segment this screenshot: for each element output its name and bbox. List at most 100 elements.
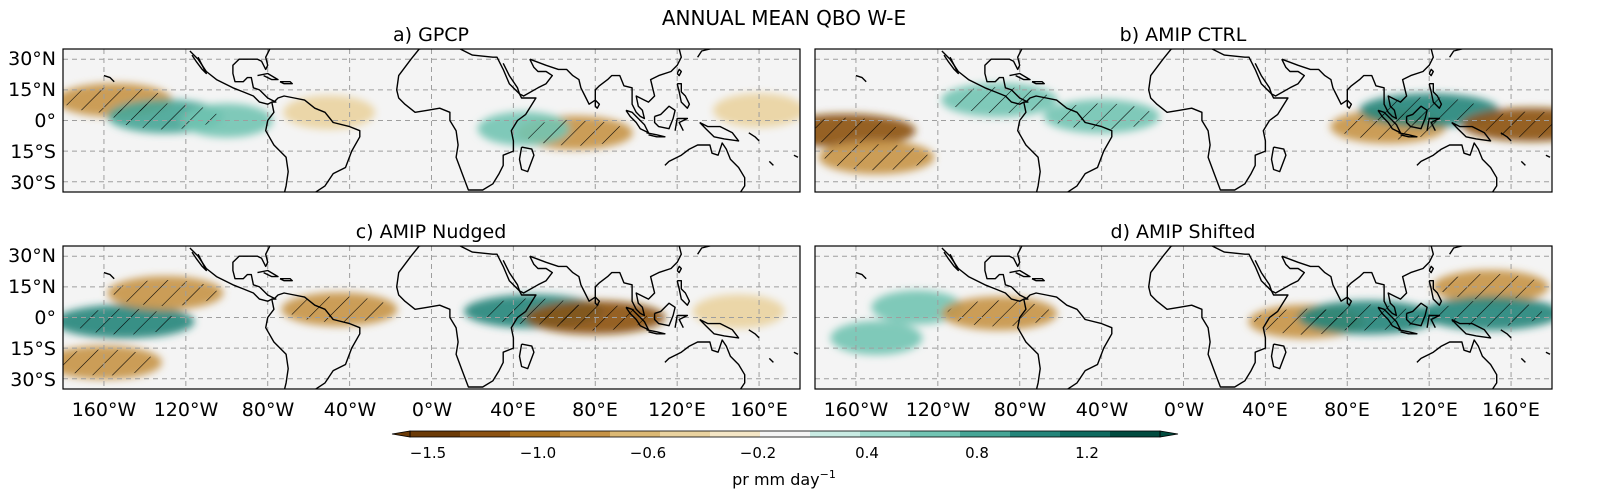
map-panel-c (62, 245, 801, 390)
map-panel-d (814, 245, 1553, 390)
coastline (518, 343, 535, 370)
coastline (1500, 329, 1512, 339)
colorbar-tick-label: 0.8 (965, 444, 989, 462)
lon-tick-label: 40°E (1242, 399, 1288, 421)
coastline (396, 246, 537, 388)
lat-axis-top: 30°N 15°N 0° 15°S 30°S (8, 48, 56, 194)
colorbar-label: pr mm day−1 (732, 468, 836, 489)
significance-hatching (1438, 300, 1543, 327)
coastline (1500, 132, 1512, 142)
lon-tick-label: 80°W (994, 399, 1047, 421)
coastline (1346, 296, 1353, 306)
coastline (943, 54, 959, 75)
lon-tick-label: 120°W (154, 399, 219, 421)
coastline (1031, 278, 1045, 282)
coastline (1031, 81, 1045, 85)
lat-tick-label: 30°N (8, 48, 56, 70)
anomaly-patch (830, 320, 923, 355)
colorbar-extend-left (391, 430, 411, 438)
lon-tick-label: 0°W (1164, 399, 1205, 421)
significance-hatching (1377, 97, 1482, 124)
colorbar-segment (560, 431, 611, 437)
coastline (1545, 351, 1551, 355)
colorbar-label-exponent: −1 (820, 468, 836, 481)
coastline (1428, 83, 1443, 109)
colorbar-tick-label: −0.2 (740, 444, 776, 462)
coastline (855, 271, 867, 280)
lat-tick-label: 15°N (8, 79, 56, 101)
coastline (189, 246, 277, 302)
coastline (1346, 99, 1353, 109)
lat-tick-label: 15°S (10, 338, 56, 360)
coastline (1416, 142, 1498, 192)
lat-tick-label: 0° (34, 110, 56, 132)
coastlines (103, 49, 799, 192)
coastline (1520, 160, 1526, 166)
significance-hatching (287, 296, 392, 323)
coastline (676, 265, 682, 274)
map-frame (62, 48, 801, 193)
lat-tick-label: 15°N (8, 276, 56, 298)
coastline (676, 83, 691, 109)
coastline (1398, 329, 1418, 335)
lon-tick-label: 40°E (490, 399, 536, 421)
colorbar-segment (660, 431, 711, 437)
coastline (748, 329, 760, 339)
coastline (1428, 68, 1434, 77)
coastline (674, 314, 689, 329)
coastline (1545, 154, 1551, 158)
lon-axis-c: 160°W 120°W 80°W 40°W 0°W 40°E 80°E 120°… (72, 399, 788, 421)
anomaly-patch (283, 95, 376, 130)
lon-tick-label: 160°W (824, 399, 889, 421)
colorbar-tick-labels: −1.5 −1.0 −0.6 −0.2 0.4 0.8 1.2 (410, 444, 1099, 462)
colorbar-segment (860, 431, 911, 437)
lon-tick-label: 80°E (572, 399, 618, 421)
coastline (257, 269, 279, 278)
coastline (265, 292, 361, 389)
significance-hatching (947, 87, 1052, 114)
coastline (653, 105, 676, 130)
panel-title-a: a) GPCP (393, 24, 469, 46)
panel-title-c: c) AMIP Nudged (356, 221, 507, 243)
coastline (676, 68, 682, 77)
coastline (396, 49, 537, 191)
coastline (653, 302, 676, 327)
lon-tick-label: 80°W (242, 399, 295, 421)
coastline (625, 306, 650, 331)
coastline (1254, 255, 1305, 294)
significance-hatching (824, 144, 929, 171)
significance-hatching (815, 117, 898, 144)
coastline (697, 49, 713, 58)
coastline (257, 72, 279, 81)
lon-tick-label: 160°W (72, 399, 137, 421)
colorbar-segment (710, 431, 761, 437)
colorbar-segment (1010, 431, 1061, 437)
coastline (1449, 246, 1465, 255)
coastline (191, 251, 207, 272)
coastline (594, 296, 601, 306)
coastline (1405, 105, 1428, 130)
lon-tick-label: 40°W (324, 399, 377, 421)
colorbar-segment (960, 431, 1011, 437)
map-frame (814, 48, 1553, 193)
coastline (1254, 58, 1305, 97)
coastline (1428, 265, 1434, 274)
coastline (793, 351, 799, 355)
colorbar-label-base: pr mm day (732, 470, 820, 489)
map-frame (814, 245, 1553, 390)
lon-tick-label: 40°W (1076, 399, 1129, 421)
coastline (699, 121, 740, 142)
lon-tick-label: 120°E (648, 399, 706, 421)
lat-tick-label: 30°N (8, 245, 56, 267)
significance-hatching (63, 349, 156, 376)
lat-axis-bottom: 30°N 15°N 0° 15°S 30°S (8, 245, 56, 391)
coastline (646, 132, 666, 138)
colorbar-segment (610, 431, 661, 437)
colorbar-segment (1110, 431, 1161, 437)
coastline (529, 246, 682, 317)
colorbar (391, 430, 1179, 438)
coastline (1281, 246, 1434, 317)
map-frame (62, 245, 801, 390)
coastline (1398, 132, 1418, 138)
